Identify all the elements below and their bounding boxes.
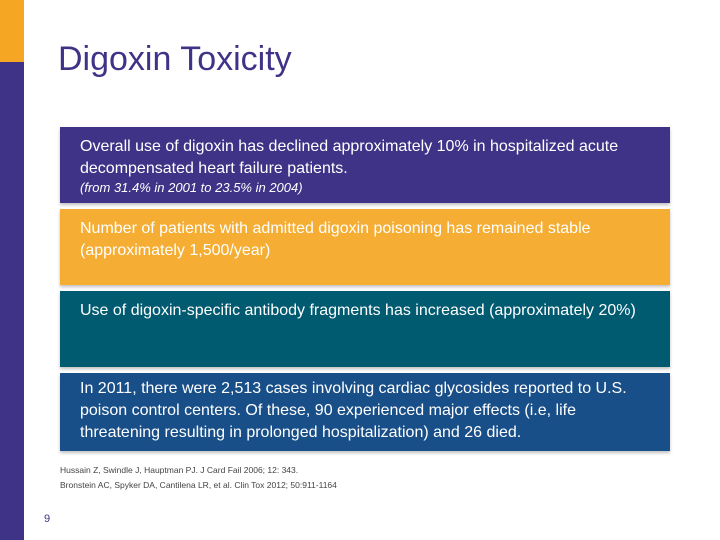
reference-item: Bronstein AC, Spyker DA, Cantilena LR, e… [60,480,337,490]
references: Hussain Z, Swindle J, Hauptman PJ. J Car… [60,463,337,493]
info-box-text: In 2011, there were 2,513 cases involvin… [80,380,627,441]
info-box-text: Number of patients with admitted digoxin… [80,220,591,259]
left-accent-block [0,0,24,62]
reference-item: Hussain Z, Swindle J, Hauptman PJ. J Car… [60,465,299,475]
info-box-text: Overall use of digoxin has declined appr… [80,138,619,177]
slide-title: Digoxin Toxicity [58,40,292,78]
info-box-subtext: (from 31.4% in 2001 to 23.5% in 2004) [80,180,303,195]
info-box-text: Use of digoxin-specific antibody fragmen… [80,302,636,319]
info-box-poison-control-cases: In 2011, there were 2,513 cases involvin… [60,373,670,451]
info-box-antibody-fragments: Use of digoxin-specific antibody fragmen… [60,291,670,367]
page-number: 9 [44,513,51,525]
info-box-digoxin-use: Overall use of digoxin has declined appr… [60,127,670,203]
left-sidebar-bar [0,0,24,540]
info-box-poisoning-stable: Number of patients with admitted digoxin… [60,209,670,285]
